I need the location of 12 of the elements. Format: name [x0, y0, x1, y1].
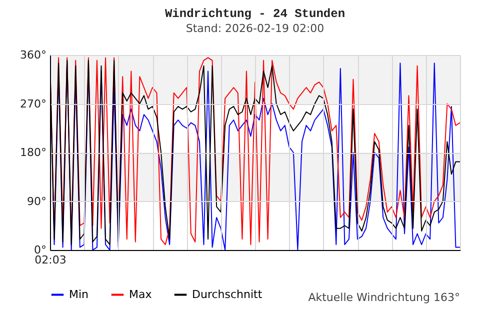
y-tick-label: 270°	[20, 97, 46, 110]
chart-title: Windrichtung - 24 Stunden	[164, 7, 346, 21]
y-tick-label: 0°	[34, 244, 46, 256]
text: Aktuelle Windrichtung 163°	[308, 291, 460, 304]
x-tick-label: 02:03	[34, 254, 66, 266]
legend-label: Min	[69, 288, 89, 301]
chart-subtitle: Stand: 2026-02-19 02:00	[186, 22, 324, 35]
y-tick-label: 90°	[27, 194, 46, 208]
legend-label: Max	[129, 288, 152, 301]
legend-label: Durchschnitt	[192, 288, 263, 301]
y-tick-label: 360°	[20, 48, 46, 62]
y-tick-label: 180°	[20, 146, 46, 159]
